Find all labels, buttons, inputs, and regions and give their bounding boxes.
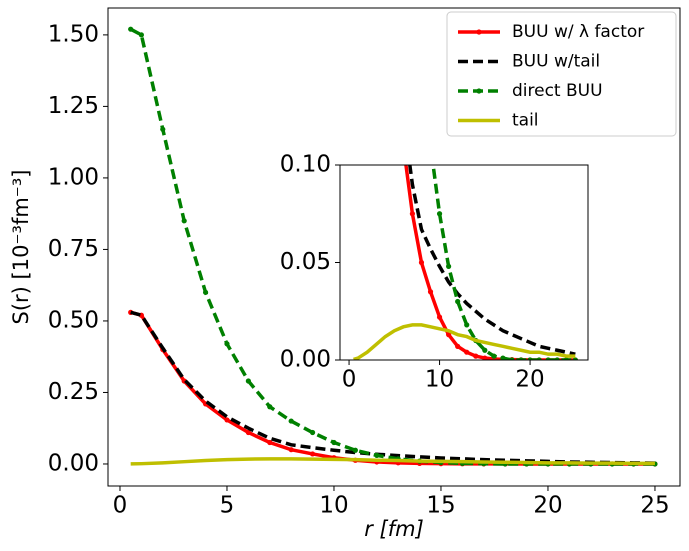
marker bbox=[245, 378, 251, 384]
marker bbox=[482, 355, 488, 360]
y-tick-label: 0.10 bbox=[280, 152, 331, 178]
marker bbox=[374, 452, 380, 458]
marker bbox=[436, 314, 443, 320]
x-tick-label: 10 bbox=[319, 493, 348, 519]
marker bbox=[473, 353, 479, 359]
x-tick-label: 20 bbox=[533, 493, 562, 519]
y-tick-label: 1.50 bbox=[48, 21, 99, 47]
marker bbox=[455, 343, 461, 349]
legend-label: tail bbox=[512, 111, 539, 131]
marker bbox=[288, 447, 294, 453]
y-tick-label: 0.05 bbox=[280, 249, 331, 275]
marker bbox=[352, 447, 358, 453]
marker bbox=[563, 357, 569, 360]
x-tick-label: 15 bbox=[426, 493, 455, 519]
marker bbox=[138, 32, 144, 38]
inset-frame bbox=[339, 164, 589, 361]
marker bbox=[464, 349, 470, 355]
marker bbox=[545, 357, 551, 360]
series-group bbox=[128, 26, 658, 467]
x-tick-label: 0 bbox=[342, 367, 357, 393]
inset-background bbox=[340, 165, 588, 360]
y-tick-label: 0.25 bbox=[48, 379, 99, 405]
plot-frame bbox=[107, 7, 681, 487]
legend-box bbox=[446, 11, 677, 137]
x-tick-label: 5 bbox=[220, 493, 235, 519]
legend-label: direct BUU bbox=[512, 81, 603, 101]
marker bbox=[427, 289, 434, 295]
marker bbox=[160, 126, 166, 132]
line bbox=[130, 457, 655, 466]
marker bbox=[491, 353, 497, 359]
x-tick-label: 0 bbox=[113, 493, 128, 519]
marker bbox=[446, 263, 452, 269]
marker bbox=[536, 357, 542, 360]
marker bbox=[224, 417, 230, 423]
marker bbox=[500, 355, 506, 360]
y-tick-label: 1.00 bbox=[48, 164, 99, 190]
y-axis-label: S(r) [10⁻³fm⁻³] bbox=[9, 170, 33, 325]
x-tick-label: 20 bbox=[515, 367, 544, 393]
line bbox=[404, 165, 576, 360]
marker bbox=[554, 357, 560, 360]
x-tick-label: 25 bbox=[640, 493, 669, 519]
marker bbox=[572, 357, 578, 360]
x-axis-label: r [fm] bbox=[364, 517, 424, 541]
marker bbox=[267, 404, 273, 410]
line bbox=[353, 323, 576, 360]
marker bbox=[245, 429, 251, 436]
inset-series bbox=[353, 165, 578, 360]
marker bbox=[267, 439, 273, 446]
x-tick-label: 10 bbox=[425, 367, 454, 393]
marker bbox=[309, 451, 316, 457]
marker bbox=[418, 259, 425, 266]
legend: BUU w/ λ factor BUU w/tail direct BUU tail bbox=[446, 11, 677, 137]
marker bbox=[224, 341, 230, 347]
marker bbox=[309, 429, 316, 436]
marker bbox=[518, 357, 524, 360]
legend-marker bbox=[476, 29, 482, 35]
marker bbox=[288, 418, 294, 424]
marker bbox=[436, 211, 443, 217]
marker bbox=[509, 357, 515, 360]
marker bbox=[482, 347, 488, 353]
y-tick-label: 0.50 bbox=[48, 307, 99, 333]
marker bbox=[527, 357, 533, 360]
line bbox=[129, 27, 655, 466]
legend-label: BUU w/tail bbox=[512, 52, 600, 72]
marker bbox=[181, 218, 187, 224]
legend-label: BUU w/ λ factor bbox=[512, 22, 644, 42]
marker bbox=[409, 211, 416, 217]
marker bbox=[128, 26, 134, 32]
marker bbox=[464, 322, 470, 328]
marker bbox=[455, 298, 461, 305]
marker bbox=[446, 332, 452, 338]
y-tick-label: 0.75 bbox=[48, 236, 99, 262]
marker bbox=[331, 439, 337, 446]
y-tick-label: 0.00 bbox=[280, 347, 331, 373]
y-tick-label: 1.25 bbox=[48, 93, 99, 119]
legend-marker bbox=[476, 88, 482, 94]
y-tick-label: 0.00 bbox=[48, 450, 99, 476]
line bbox=[130, 310, 655, 465]
marker bbox=[202, 289, 209, 295]
